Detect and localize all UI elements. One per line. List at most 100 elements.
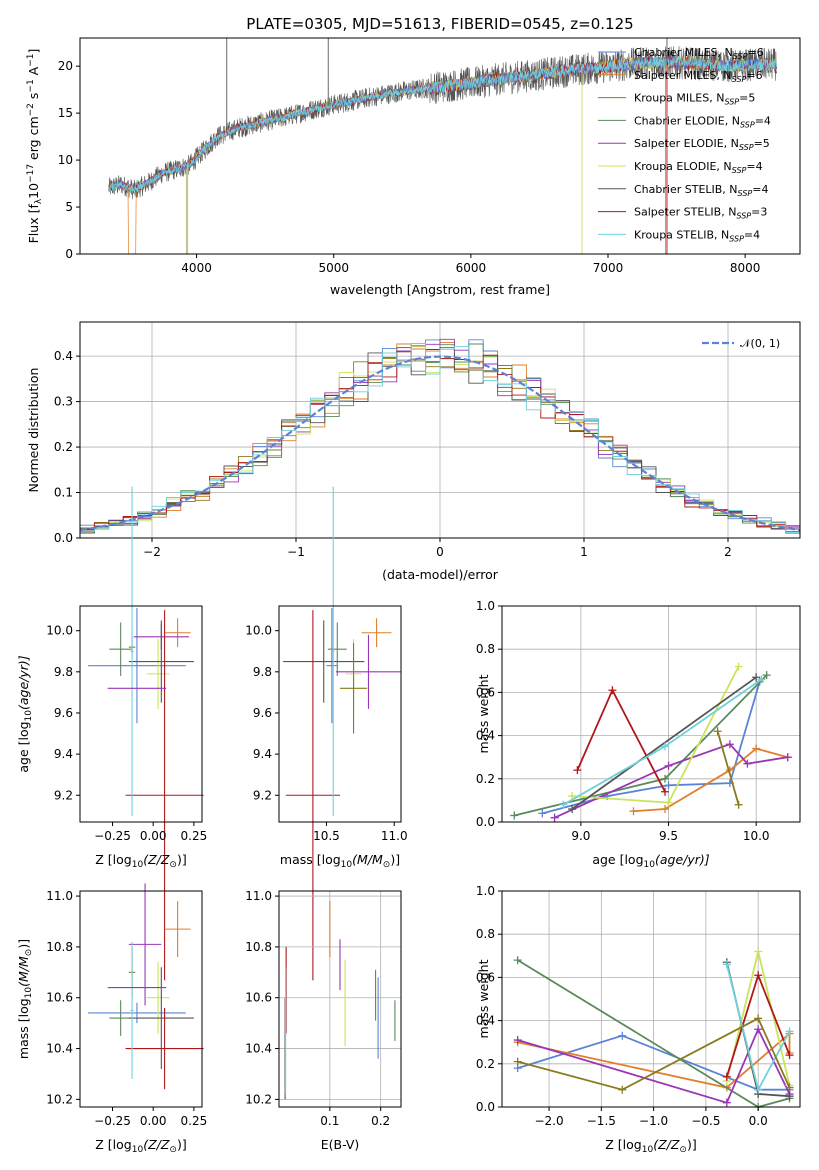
- spectrum-ytick-label: 10: [58, 153, 73, 167]
- mass-vs-z-ytick-label: 10.6: [46, 991, 73, 1005]
- mass-vs-ebv-xtick-label: 0.2: [371, 1114, 390, 1128]
- weight-vs-z-marker-kMILES: [618, 1085, 627, 1094]
- weight-vs-z-marker-kELODIE: [754, 947, 763, 956]
- residuals-ytick-label: 0.3: [54, 395, 73, 409]
- weight-vs-age-marker-kMILES: [734, 800, 743, 809]
- weight-vs-age-ylabel: mass weight: [476, 674, 491, 753]
- legend-label-cELODIE: Chabrier ELODIE, NSSP=4: [634, 114, 771, 129]
- mass-vs-z-ytick-label: 10.2: [46, 1092, 73, 1106]
- normal-curve: [79, 355, 801, 532]
- weight-vs-z-marker-sELODIE: [513, 1036, 522, 1045]
- age-vs-z-ytick-label: 9.4: [54, 747, 73, 761]
- residuals-xtick-label: −2: [143, 545, 161, 559]
- weight-vs-age-xtick-label: 10.0: [743, 829, 770, 843]
- weight-vs-age-ytick-label: 0.4: [476, 729, 495, 743]
- weight-vs-age-panel: 9.0 9.5 10.0 0.0 0.2 0.4 0.6 0.8 1.0 age [log10(…: [476, 599, 801, 870]
- spectrum-lines: [108, 38, 777, 255]
- weight-vs-z-ytick-label: 0.6: [476, 970, 495, 984]
- weight-vs-age-marker-kSTELIB: [661, 742, 670, 751]
- weight-vs-age-series-cSTELIB: [571, 676, 757, 810]
- weight-vs-age-marker-sSTELIB: [573, 766, 582, 775]
- spectrum-ytick-label: 5: [65, 200, 73, 214]
- weight-vs-age-xtick-label: 9.0: [571, 829, 590, 843]
- weight-vs-age-ytick-label: 1.0: [476, 599, 495, 613]
- weight-vs-z-ytick-label: 1.0: [476, 884, 495, 898]
- weight-vs-age-marker-sMILES: [752, 744, 761, 753]
- mass-vs-z-ytick-label: 11.0: [46, 889, 73, 903]
- weight-vs-z-marker-kMILES: [785, 1083, 794, 1092]
- weight-vs-z-marker-sSTELIB: [785, 1051, 794, 1060]
- mass-vs-z-panel: −0.25 0.00 0.25 10.2 10.4 10.6 10.8 11.0 Z [log…: [16, 883, 207, 1155]
- weight-vs-age-marker-cSTELIB: [752, 673, 761, 682]
- normal-legend-label: 𝒩(0, 1): [740, 337, 780, 350]
- weight-vs-age-marker-sELODIE: [743, 759, 752, 768]
- mass-vs-ebv-ytick-label: 10.6: [245, 991, 272, 1005]
- mass-vs-z-ylabel: mass [log10(M/M⊙)]: [16, 939, 34, 1059]
- mass-vs-ebv-grid: [279, 891, 401, 1107]
- weight-vs-z-frame: [501, 890, 801, 1108]
- weight-vs-age-marker-kMILES: [713, 727, 722, 736]
- weight-vs-age-marker-cMILES: [538, 809, 547, 818]
- weight-vs-age-marker-cELODIE: [762, 671, 771, 680]
- residuals-ytick-label: 0.2: [54, 440, 73, 454]
- mass-vs-ebv-ytick-label: 11.0: [245, 889, 272, 903]
- age-vs-mass-ytick-label: 10.0: [245, 624, 272, 638]
- legend-label-kMILES: Kroupa MILES, NSSP=5: [634, 92, 755, 107]
- residual-hist-kSTELIB: [80, 343, 800, 533]
- legend-label-cSTELIB: Chabrier STELIB, NSSP=4: [634, 183, 768, 198]
- weight-vs-age-ytick-label: 0.2: [476, 772, 495, 786]
- weight-vs-z-marker-kMILES: [754, 1014, 763, 1023]
- age-vs-z-ylabel: age [log10(age/yr)]: [16, 655, 34, 772]
- mass-vs-ebv-ytick-label: 10.2: [245, 1092, 272, 1106]
- age-vs-mass-xlabel: mass [log10(M/M⊙)]: [280, 852, 400, 870]
- age-vs-z-xtick-label: −0.25: [94, 829, 131, 843]
- weight-vs-age-marker-kSTELIB: [757, 675, 766, 684]
- weight-vs-age-marker-sSTELIB: [608, 686, 617, 695]
- age-vs-z-frame: [79, 605, 203, 823]
- weight-vs-age-marker-sELODIE: [783, 753, 792, 762]
- residuals-ticks: −2 −1 0 1 2 0.0 0.1 0.2 0.3 0.4: [54, 349, 732, 559]
- weight-vs-z-marker-cSTELIB: [785, 1092, 794, 1101]
- weight-vs-z-xtick-label: −2.0: [534, 1114, 563, 1128]
- spectrum-legend: Chabrier MILES, NSSP=6 Salpeter MILES, NS…: [598, 46, 771, 243]
- residuals-ytick-label: 0.4: [54, 349, 73, 363]
- weight-vs-z-ticks: −2.0 −1.5 −1.0 −0.5 0.0 0.0 0.2 0.4 0.6 0.8 1.0: [476, 884, 768, 1128]
- weight-vs-age-marker-kELODIE: [664, 798, 673, 807]
- age-vs-z-panel: −0.25 0.00 0.25 9.2 9.4 9.6 9.8 10.0 Z [log10(Z…: [16, 486, 207, 981]
- weight-vs-age-ytick-label: 0.6: [476, 685, 495, 699]
- age-vs-mass-ticks: 10.5 11.0 9.2 9.4 9.6 9.8 10.0: [245, 624, 407, 843]
- legend-label-kELODIE: Kroupa ELODIE, NSSP=4: [634, 160, 763, 175]
- weight-vs-z-xtick-label: −1.0: [639, 1114, 668, 1128]
- age-vs-z-points: [88, 486, 204, 981]
- mass-vs-ebv-xtick-label: 0.1: [320, 1114, 339, 1128]
- weight-vs-age-marker-kELODIE: [734, 662, 743, 671]
- age-vs-mass-frame: [278, 605, 402, 823]
- age-vs-z-ytick-label: 9.6: [54, 706, 73, 720]
- mass-vs-z-ytick-label: 10.4: [46, 1042, 73, 1056]
- spectrum-ylabel: Flux [fλ10−17 erg cm−2 s−1 A−1]: [26, 49, 44, 244]
- residuals-ylabel: Normed distribution: [26, 368, 41, 493]
- age-vs-z-ytick-label: 10.0: [46, 624, 73, 638]
- spectrum-xtick-label: 8000: [730, 261, 761, 275]
- weight-vs-z-panel: −2.0 −1.5 −1.0 −0.5 0.0 0.0 0.2 0.4 0.6 0.8 1.0 Z …: [476, 884, 801, 1155]
- age-vs-z-ytick-label: 9.2: [54, 788, 73, 802]
- spectrum-xtick-label: 7000: [593, 261, 624, 275]
- mass-vs-z-xtick-label: −0.25: [94, 1114, 131, 1128]
- weight-vs-z-marker-cMILES: [618, 1031, 627, 1040]
- weight-vs-z-ytick-label: 0.4: [476, 1014, 495, 1028]
- mass-vs-ebv-frame: [278, 890, 402, 1108]
- mass-vs-z-ticks: −0.25 0.00 0.25 10.2 10.4 10.6 10.8 11.0: [46, 889, 207, 1128]
- spectrum-ticks: 4000 5000 6000 7000 8000 0 5 10 15 20: [58, 59, 761, 275]
- mass-vs-ebv-panel: 0.1 0.2 10.2 10.4 10.6 10.8 11.0 E(B-V): [245, 889, 402, 1152]
- weight-vs-age-series-kMILES: [716, 731, 740, 805]
- weight-vs-z-ytick-label: 0.8: [476, 927, 495, 941]
- weight-vs-z-marker-kMILES: [513, 1057, 522, 1066]
- age-vs-mass-panel: 10.5 11.0 9.2 9.4 9.6 9.8 10.0 mass [log10(M/M…: [245, 486, 408, 981]
- mass-vs-ebv-xlabel: E(B-V): [321, 1137, 360, 1152]
- spectrum-panel: 4000 5000 6000 7000 8000 0 5 10 15 20 wavelength …: [26, 37, 801, 297]
- age-vs-z-xlabel: Z [log10(Z/Z⊙)]: [95, 852, 186, 870]
- residuals-panel: −2 −1 0 1 2 0.0 0.1 0.2 0.3 0.4 (data-model)/erro…: [26, 321, 801, 582]
- weight-vs-age-marker-sSTELIB: [661, 787, 670, 796]
- weight-vs-age-marker-cSTELIB: [568, 805, 577, 814]
